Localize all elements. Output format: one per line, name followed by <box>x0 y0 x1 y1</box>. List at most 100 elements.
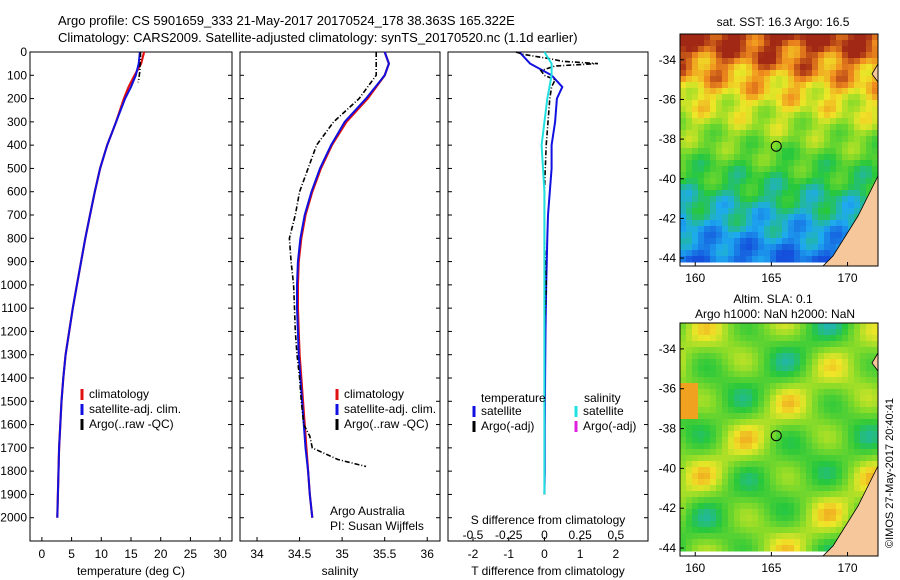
annotation-text: PI: Susan Wijffels <box>330 519 424 533</box>
salinity-frame <box>239 51 441 542</box>
temperature-series-1-line <box>56 51 141 518</box>
y-tick-label: 0 <box>20 45 27 59</box>
legend-label: satellite-adj. clim. <box>344 402 436 416</box>
timestamp-stamp: ©IMOS 27-May-2017 20:40:41 <box>884 398 896 548</box>
y-tick-label: 400 <box>7 138 27 152</box>
x-tick-label: 2 <box>613 547 620 561</box>
argo-location-marker <box>770 140 782 152</box>
y-tick-label: 1400 <box>0 371 27 385</box>
legend-label: Argo(..raw -QC) <box>344 417 429 431</box>
y-tick-label: 1800 <box>0 464 27 478</box>
salinity-series-1-line <box>296 51 390 518</box>
y-tick-label: 1000 <box>0 278 27 292</box>
sst-map-title: sat. SST: 16.3 Argo: 16.5 <box>717 15 850 29</box>
s-tick-label: -0.25 <box>495 528 523 542</box>
x-axis-label: T difference from climatology <box>471 564 625 578</box>
temperature-series-0-line <box>56 51 146 518</box>
s-tick-label: 0.25 <box>568 528 592 542</box>
x-tick-label: -1 <box>503 547 514 561</box>
sla-map-subtitle: Argo h1000: NaN h2000: NaN <box>695 307 855 321</box>
legend-label: climatology <box>89 387 149 401</box>
y-tick-label: 100 <box>7 68 27 82</box>
lon-tick-label: 170 <box>838 561 858 575</box>
temperature-series-2-line <box>137 52 142 83</box>
y-tick-label: 1200 <box>0 324 27 338</box>
x-tick-label: 0 <box>541 547 548 561</box>
legend-label: Argo(..raw -QC) <box>89 417 174 431</box>
y-tick-label: 300 <box>7 115 27 129</box>
sst-map <box>679 33 879 267</box>
x-axis-label-top: S difference from climatology <box>471 513 626 527</box>
lat-tick-label: -44 <box>659 541 677 555</box>
difference-frame <box>447 51 649 542</box>
lat-tick-label: -42 <box>659 211 677 225</box>
title-line1: Argo profile: CS 5901659_333 21-May-2017… <box>58 13 515 28</box>
lat-tick-label: -38 <box>659 132 677 146</box>
lat-tick-label: -36 <box>659 92 677 106</box>
y-tick-label: 500 <box>7 161 27 175</box>
argo-location-marker <box>770 430 782 442</box>
y-tick-label: 200 <box>7 92 27 106</box>
y-tick-label: 1600 <box>0 418 27 432</box>
lat-tick-label: -34 <box>659 342 677 356</box>
y-tick-label: 1700 <box>0 441 27 455</box>
map-frame <box>679 33 879 267</box>
x-tick-label: 1 <box>577 547 584 561</box>
y-tick-label: 1300 <box>0 348 27 362</box>
annotation-text: Argo Australia <box>330 504 405 518</box>
y-tick-label: 1100 <box>1 301 27 315</box>
lat-tick-label: -40 <box>659 461 677 475</box>
x-axis-label: salinity <box>322 564 359 578</box>
x-tick-label: 10 <box>95 547 109 561</box>
lat-tick-label: -34 <box>659 53 677 67</box>
y-tick-label: 600 <box>7 185 27 199</box>
x-tick-label: 35 <box>335 547 349 561</box>
legend-label: satellite <box>481 404 522 418</box>
y-tick-label: 1500 <box>0 394 27 408</box>
legend-title-salinity: salinity <box>584 391 621 405</box>
x-tick-label: 0 <box>39 547 46 561</box>
lat-tick-label: -42 <box>659 501 677 515</box>
lon-tick-label: 160 <box>685 271 705 285</box>
x-tick-label: 30 <box>213 547 227 561</box>
legend-title-temperature: temperature <box>481 391 546 405</box>
title-line2: Climatology: CARS2009. Satellite-adjuste… <box>58 30 578 45</box>
y-tick-label: 700 <box>7 208 27 222</box>
temperature-frame <box>29 51 233 542</box>
y-tick-label: 800 <box>7 231 27 245</box>
x-tick-label: 34 <box>250 547 264 561</box>
x-axis-label: temperature (deg C) <box>77 564 185 578</box>
lat-tick-label: -44 <box>659 251 677 265</box>
y-tick-label: 2000 <box>0 511 27 525</box>
x-tick-label: 25 <box>184 547 198 561</box>
lat-tick-label: -36 <box>659 382 677 396</box>
sla-map-title: Altim. SLA: 0.1 <box>733 292 813 306</box>
lon-tick-label: 165 <box>761 271 781 285</box>
map-frame <box>679 322 879 557</box>
legend-label: satellite-adj. clim. <box>89 402 181 416</box>
legend-label: climatology <box>344 387 404 401</box>
lon-tick-label: 170 <box>838 271 858 285</box>
x-tick-label: 20 <box>154 547 168 561</box>
sla-map <box>679 322 879 557</box>
legend-label: Argo(-adj) <box>481 419 534 433</box>
x-tick-label: 34.5 <box>288 547 312 561</box>
legend-label: satellite <box>583 404 624 418</box>
s-tick-label: 0.5 <box>608 528 625 542</box>
y-tick-label: 900 <box>7 255 27 269</box>
difference-series-1-line <box>515 51 599 495</box>
x-tick-label: 35.5 <box>373 547 397 561</box>
x-tick-label: 36 <box>421 547 435 561</box>
x-tick-label: -2 <box>468 547 479 561</box>
x-tick-label: 5 <box>68 547 75 561</box>
s-tick-label: 0 <box>541 528 548 542</box>
y-tick-label: 1900 <box>0 487 27 501</box>
lat-tick-label: -38 <box>659 422 677 436</box>
difference-series-2-line <box>540 51 553 495</box>
x-tick-label: 15 <box>124 547 138 561</box>
lon-tick-label: 160 <box>685 561 705 575</box>
lat-tick-label: -40 <box>659 172 677 186</box>
legend-label: Argo(-adj) <box>583 419 636 433</box>
lon-tick-label: 165 <box>761 561 781 575</box>
